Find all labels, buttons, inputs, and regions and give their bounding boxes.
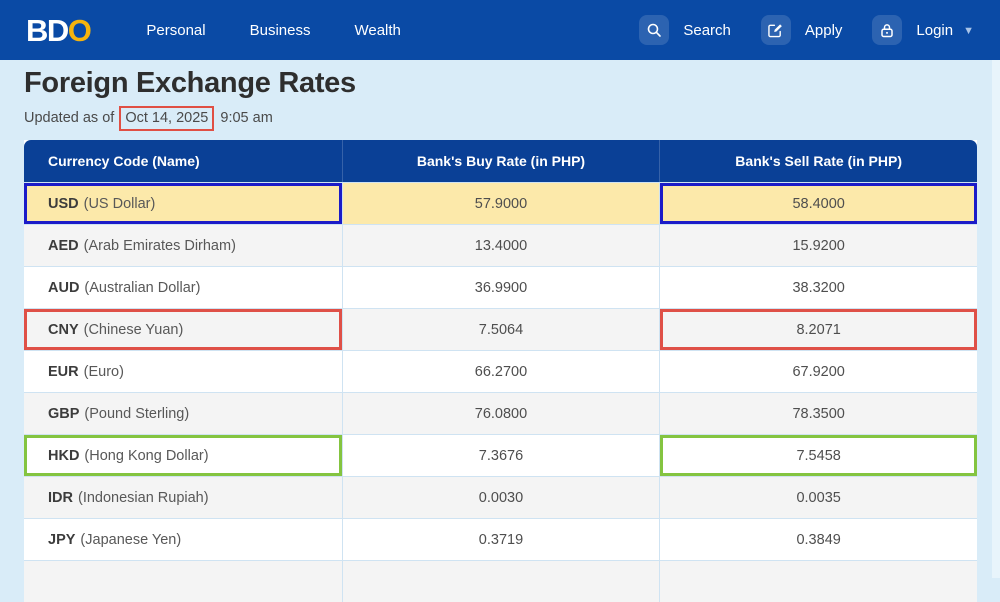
currency-code: AED xyxy=(48,237,79,254)
table-header-row: Currency Code (Name) Bank's Buy Rate (in… xyxy=(24,140,977,182)
buy-rate-cell: 0.3719 xyxy=(341,518,660,560)
updated-date-annotated: Oct 14, 2025 xyxy=(119,106,215,131)
currency-cell: AED (Arab Emirates Dirham) xyxy=(24,224,342,266)
fx-rates-table: Currency Code (Name) Bank's Buy Rate (in… xyxy=(24,140,977,602)
currency-code: HKD xyxy=(48,447,80,464)
buy-rate-cell: 76.0800 xyxy=(341,392,660,434)
nav-link-business[interactable]: Business xyxy=(249,21,311,39)
currency-cell: JPY (Japanese Yen) xyxy=(24,518,342,560)
sell-rate-cell xyxy=(659,560,977,602)
logo-text-o: O xyxy=(67,12,92,48)
currency-cell: IDR (Indonesian Rupiah) xyxy=(24,476,342,518)
search-icon[interactable] xyxy=(639,15,670,45)
column-header-buy-rate: Bank's Buy Rate (in PHP) xyxy=(341,140,660,182)
table-row-cny: CNY (Chinese Yuan) 7.5064 8.2071 xyxy=(24,308,977,350)
currency-code: IDR xyxy=(48,489,73,506)
edit-icon[interactable] xyxy=(760,15,791,45)
search-label: Search xyxy=(683,21,731,39)
buy-rate-cell: 57.9000 xyxy=(341,182,660,224)
sell-rate-cell: 58.4000 xyxy=(659,182,977,224)
currency-code: CNY xyxy=(48,321,79,338)
column-header-currency: Currency Code (Name) xyxy=(24,140,342,182)
currency-name: (Hong Kong Dollar) xyxy=(84,447,209,464)
table-row-hkd: HKD (Hong Kong Dollar) 7.3676 7.5458 xyxy=(24,434,977,476)
buy-rate-cell: 36.9900 xyxy=(341,266,660,308)
sell-rate-cell: 7.5458 xyxy=(659,434,977,476)
updated-time: 9:05 am xyxy=(220,110,273,126)
sell-rate-cell: 38.3200 xyxy=(659,266,977,308)
chevron-down-icon: ▼ xyxy=(963,25,974,37)
apply-label: Apply xyxy=(804,21,843,39)
buy-rate-cell: 7.3676 xyxy=(341,434,660,476)
top-navbar: BDO Personal Business Wealth Search Appl… xyxy=(0,0,1000,60)
bdo-logo[interactable]: BDO xyxy=(26,12,92,48)
currency-name: (Pound Sterling) xyxy=(84,405,190,422)
currency-name: (US Dollar) xyxy=(83,195,156,212)
sell-rate-cell: 78.3500 xyxy=(659,392,977,434)
currency-name: (Arab Emirates Dirham) xyxy=(83,237,236,254)
page-scrollbar[interactable] xyxy=(992,60,1000,578)
table-row-aed: AED (Arab Emirates Dirham) 13.4000 15.920… xyxy=(24,224,977,266)
currency-code: JPY xyxy=(48,531,76,548)
currency-name: (Indonesian Rupiah) xyxy=(77,489,209,506)
table-row-eur: EUR (Euro) 66.2700 67.9200 xyxy=(24,350,977,392)
buy-rate-cell: 7.5064 xyxy=(341,308,660,350)
updated-prefix: Updated as of xyxy=(24,110,115,126)
nav-link-personal[interactable]: Personal xyxy=(146,21,206,39)
apply-button[interactable]: Apply xyxy=(760,15,843,45)
navbar-actions: Search Apply Login ▼ xyxy=(639,15,974,45)
search-button[interactable]: Search xyxy=(639,15,731,45)
table-row-gbp: GBP (Pound Sterling) 76.0800 78.3500 xyxy=(24,392,977,434)
currency-cell: AUD (Australian Dollar) xyxy=(24,266,342,308)
login-label: Login xyxy=(916,21,954,39)
currency-cell: USD (US Dollar) xyxy=(24,182,342,224)
login-button[interactable]: Login ▼ xyxy=(872,15,974,45)
table-row-partial xyxy=(24,560,977,602)
currency-cell: CNY (Chinese Yuan) xyxy=(24,308,342,350)
updated-line: Updated as of Oct 14, 2025 9:05 am xyxy=(24,106,977,131)
currency-code: EUR xyxy=(48,363,79,380)
sell-rate-cell: 0.3849 xyxy=(659,518,977,560)
sell-rate-cell: 0.0035 xyxy=(659,476,977,518)
currency-cell: EUR (Euro) xyxy=(24,350,342,392)
nav-link-wealth[interactable]: Wealth xyxy=(354,21,401,39)
currency-name: (Euro) xyxy=(83,363,124,380)
currency-cell xyxy=(24,560,342,602)
table-row-aud: AUD (Australian Dollar) 36.9900 38.3200 xyxy=(24,266,977,308)
column-header-sell-rate: Bank's Sell Rate (in PHP) xyxy=(659,140,977,182)
currency-code: USD xyxy=(48,195,79,212)
currency-name: (Australian Dollar) xyxy=(84,279,201,296)
table-row-usd: USD (US Dollar) 57.9000 58.4000 xyxy=(24,182,977,224)
table-row-jpy: JPY (Japanese Yen) 0.3719 0.3849 xyxy=(24,518,977,560)
lock-icon[interactable] xyxy=(872,15,903,45)
buy-rate-cell: 13.4000 xyxy=(341,224,660,266)
currency-cell: GBP (Pound Sterling) xyxy=(24,392,342,434)
table-row-idr: IDR (Indonesian Rupiah) 0.0030 0.0035 xyxy=(24,476,977,518)
buy-rate-cell xyxy=(341,560,660,602)
currency-name: (Japanese Yen) xyxy=(80,531,182,548)
currency-name: (Chinese Yuan) xyxy=(83,321,184,338)
primary-nav: Personal Business Wealth xyxy=(146,22,401,39)
sell-rate-cell: 8.2071 xyxy=(659,308,977,350)
currency-code: AUD xyxy=(48,279,80,296)
buy-rate-cell: 0.0030 xyxy=(341,476,660,518)
sell-rate-cell: 15.9200 xyxy=(659,224,977,266)
logo-text-bd: BD xyxy=(26,12,69,48)
sell-rate-cell: 67.9200 xyxy=(659,350,977,392)
currency-code: GBP xyxy=(48,405,80,422)
buy-rate-cell: 66.2700 xyxy=(341,350,660,392)
main-content: Foreign Exchange Rates Updated as of Oct… xyxy=(0,60,1000,602)
currency-cell: HKD (Hong Kong Dollar) xyxy=(24,434,342,476)
page-title: Foreign Exchange Rates xyxy=(24,67,356,99)
